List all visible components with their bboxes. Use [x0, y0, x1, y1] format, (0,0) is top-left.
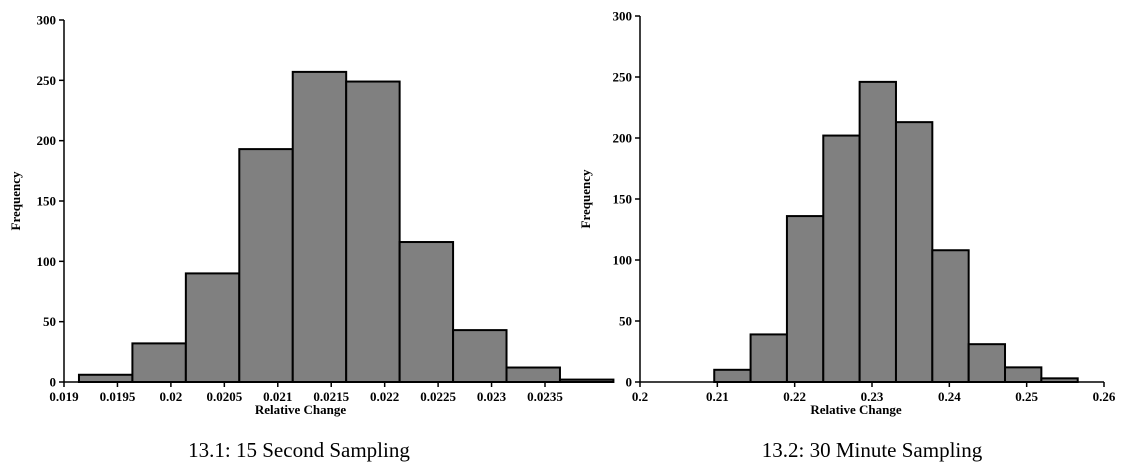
bar-9	[558, 378, 615, 384]
y-tick-label-2: 100	[613, 253, 633, 268]
x-tick-label-0: 0.2	[632, 389, 648, 404]
plot-area: 0 50 100 150 200 250 300 0.019 0.0195 0.02 0.0205 0…	[8, 13, 615, 417]
x-tick-label-1: 0.0195	[100, 389, 136, 404]
x-tick-label-3: 0.23	[861, 389, 884, 404]
histogram-30-minute-plot: 0 50 100 150 200 250 300 0.2 0.21 0.22 0.23 0.24 0.2…	[578, 9, 1116, 418]
bar-4	[858, 80, 897, 383]
x-tick-label-8: 0.023	[477, 389, 507, 404]
bar-1	[749, 333, 788, 384]
x-tick-label-6: 0.26	[1093, 389, 1116, 404]
bar-7	[967, 343, 1007, 383]
x-tick-label-6: 0.022	[370, 389, 399, 404]
bar-6	[931, 249, 970, 383]
bar-0	[77, 373, 134, 384]
x-tick-label-2: 0.22	[783, 389, 806, 404]
bar-2	[785, 215, 825, 383]
bar-3	[822, 134, 861, 383]
x-tick-label-5: 0.0215	[313, 389, 349, 404]
histogram-30-minute: 0 50 100 150 200 250 300 0.2 0.21 0.22 0.23 0.24 0.2…	[576, 0, 1122, 474]
histogram-15-second: 0 50 100 150 200 250 300 0.019 0.0195 0.02 0.0205 0…	[0, 0, 615, 474]
y-tick-label-0: 0	[626, 375, 633, 390]
x-tick-label-9: 0.0235	[527, 389, 563, 404]
y-tick-label-0: 0	[50, 375, 57, 390]
y-tick-label-2: 100	[37, 254, 57, 269]
bar-3	[238, 148, 294, 383]
bar-1	[131, 342, 187, 383]
bar-4	[291, 70, 348, 384]
x-tick-label-1: 0.21	[706, 389, 729, 404]
bar-6	[398, 241, 455, 383]
bar-5	[894, 121, 934, 383]
x-tick-label-4: 0.021	[263, 389, 292, 404]
plot-area: 0 50 100 150 200 250 300 0.2 0.21 0.22 0.23 0.24 0.2…	[578, 9, 1116, 418]
x-tick-label-2: 0.02	[160, 389, 183, 404]
y-tick-label-3: 150	[613, 192, 633, 207]
caption-30-minute: 13.2: 30 Minute Sampling	[761, 438, 983, 462]
y-axis-title: Frequency	[8, 171, 23, 230]
y-tick-label-4: 200	[613, 131, 633, 146]
bar-8	[505, 366, 561, 383]
x-tick-label-7: 0.0225	[420, 389, 456, 404]
y-tick-label-3: 150	[37, 194, 57, 209]
x-tick-label-3: 0.0205	[206, 389, 242, 404]
y-tick-label-4: 200	[37, 133, 57, 148]
x-tick-label-5: 0.25	[1015, 389, 1038, 404]
bar-0	[713, 368, 752, 383]
histogram-15-second-plot: 0 50 100 150 200 250 300 0.019 0.0195 0.02 0.0205 0…	[8, 13, 615, 417]
x-axis-title: Relative Change	[810, 402, 902, 417]
bar-5	[345, 80, 401, 383]
x-tick-label-4: 0.24	[938, 389, 961, 404]
bar-2	[184, 272, 241, 383]
x-axis-title: Relative Change	[255, 402, 347, 417]
bar-7	[452, 329, 508, 384]
caption-15-second: 13.1: 15 Second Sampling	[188, 438, 410, 462]
y-tick-label-5: 250	[613, 70, 633, 85]
x-tick-label-0: 0.019	[49, 389, 79, 404]
y-tick-label-5: 250	[37, 73, 57, 88]
y-tick-label-6: 300	[613, 9, 633, 24]
y-axis-title: Frequency	[578, 169, 593, 228]
y-tick-label-6: 300	[37, 13, 57, 28]
bar-8	[1004, 366, 1043, 383]
y-tick-label-1: 50	[43, 314, 56, 329]
y-tick-label-1: 50	[619, 314, 632, 329]
